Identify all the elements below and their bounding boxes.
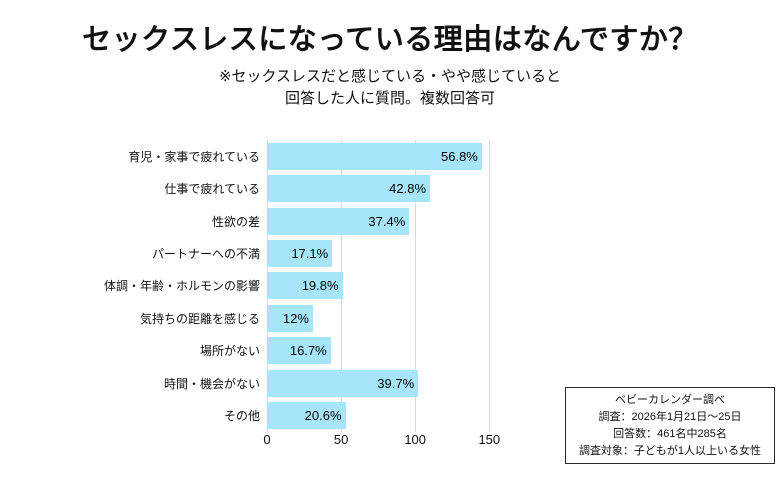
bar-value-label: 20.6% — [304, 408, 342, 424]
bar-track: 37.4% — [267, 207, 780, 235]
bar-track: 56.8% — [267, 142, 780, 170]
bar-track: 12% — [267, 304, 780, 332]
survey-note-line: 調査対象：子どもが1人以上いる女性 — [578, 444, 762, 457]
x-tick-label: 0 — [263, 432, 271, 447]
bar: 39.7% — [267, 369, 419, 397]
category-label: その他 — [223, 409, 260, 424]
category-label: 場所がない — [199, 344, 260, 359]
bar-row: 性欲の差 37.4% — [0, 205, 780, 237]
chart-subtitle-line2: 回答した人に質問。複数回答可 — [284, 90, 495, 107]
gridline — [489, 140, 491, 432]
bar: 20.6% — [267, 402, 346, 430]
bar-track: 39.7% — [267, 369, 780, 397]
bar-track: 20.6% — [267, 402, 780, 430]
bar-track: 17.1% — [267, 240, 780, 268]
category-label: 仕事で疲れている — [164, 182, 260, 197]
bar-track: 42.8% — [267, 175, 780, 203]
bar-row: 体調・年齢・ホルモンの影響 19.8% — [0, 270, 780, 302]
survey-note-line: 調査：2026年1月21日～25日 — [598, 410, 742, 423]
bar-row: 時間・機会がない 39.7% — [0, 367, 780, 399]
bar: 56.8% — [267, 142, 482, 170]
bar-track: 19.8% — [267, 272, 780, 300]
bar-value-label: 16.7% — [289, 343, 327, 359]
bar-value-label: 19.8% — [301, 278, 339, 294]
bar-value-label: 37.4% — [368, 213, 406, 229]
bar-row: 気持ちの距離を感じる 12% — [0, 302, 780, 334]
bar: 19.8% — [267, 272, 343, 300]
bar: 17.1% — [267, 240, 333, 268]
bar-rows: 育児・家事で疲れている 56.8% 仕事で疲れている 42.8% 性欲の差 37.4% パー… — [0, 140, 780, 432]
bar-value-label: 39.7% — [377, 375, 415, 391]
category-label: パートナーへの不満 — [151, 247, 260, 262]
bar-track: 16.7% — [267, 337, 780, 365]
survey-note-line: ベビーカレンダー調べ — [615, 393, 725, 406]
survey-note-line: 回答数：461名中285名 — [613, 427, 727, 440]
bar: 37.4% — [267, 207, 410, 235]
bar: 42.8% — [267, 175, 431, 203]
category-label: 体調・年齢・ホルモンの影響 — [103, 279, 260, 294]
category-label: 時間・機会がない — [163, 376, 260, 391]
survey-note-box: ベビーカレンダー調べ調査：2026年1月21日～25日 回答数：461名中285名… — [565, 387, 775, 464]
bar-row: 仕事で疲れている 42.8% — [0, 172, 780, 204]
bar-row: その他 20.6% — [0, 400, 780, 432]
bar-row: 育児・家事で疲れている 56.8% — [0, 140, 780, 172]
gridline — [415, 140, 417, 432]
category-label: 気持ちの距離を感じる — [139, 311, 260, 326]
x-tick-label: 100 — [404, 432, 427, 447]
bar-value-label: 42.8% — [389, 181, 427, 197]
bar-row: 場所がない 16.7% — [0, 335, 780, 367]
x-tick-label: 150 — [478, 432, 501, 447]
bar-value-label: 17.1% — [291, 246, 329, 262]
bar: 12% — [267, 304, 313, 332]
chart-title: セックスレスになっている理由はなんですか？ — [82, 24, 698, 56]
category-label: 性欲の差 — [211, 214, 260, 229]
chart-subtitle: ※セックスレスだと感じている・やや感じていると 回答した人に質問。複数回答可 — [0, 66, 780, 110]
chart-subtitle-line1: ※セックスレスだと感じている・やや感じていると — [218, 68, 562, 85]
bar-value-label: 56.8% — [441, 148, 478, 164]
x-tick-label: 50 — [333, 432, 349, 447]
category-label: 育児・家事で疲れている — [128, 149, 260, 164]
bar-value-label: 12% — [282, 310, 309, 326]
bar: 16.7% — [267, 337, 331, 365]
bar-row: パートナーへの不満 17.1% — [0, 237, 780, 269]
